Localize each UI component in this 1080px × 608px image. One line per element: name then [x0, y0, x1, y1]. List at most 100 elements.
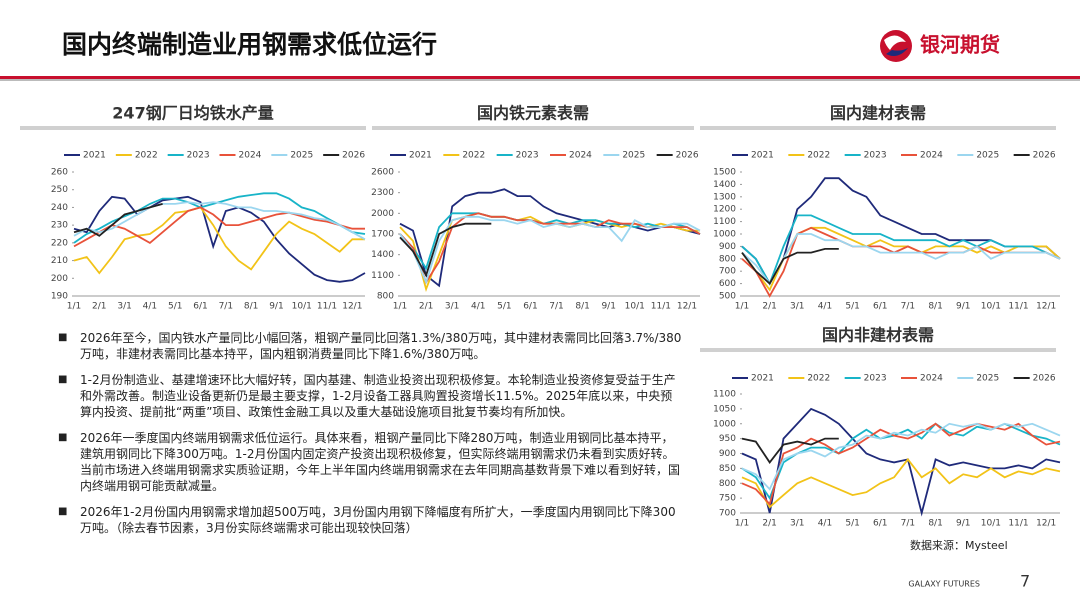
x-tick-label: 6/1 [873, 519, 887, 529]
y-tick-label: 210 [51, 256, 68, 266]
x-tick-label: 1/1 [67, 302, 81, 312]
x-tick-label: 8/1 [244, 302, 258, 312]
x-tick-label: 7/1 [901, 302, 915, 312]
panel-title-bg [372, 100, 694, 128]
x-tick-label: 5/1 [845, 519, 859, 529]
x-tick-label: 11/1 [1008, 302, 1028, 312]
legend-label: 2024 [569, 151, 592, 161]
panel-title-bg [700, 322, 1056, 350]
y-tick-label: 1000 [713, 230, 736, 240]
x-tick-label: 3/1 [790, 302, 804, 312]
legend-label: 2025 [976, 151, 999, 161]
x-tick-label: 12/1 [1036, 302, 1056, 312]
y-tick-label: 1400 [713, 180, 736, 190]
series-line [73, 206, 365, 248]
slide-title: 国内终端制造业用钢需求低位运行 [62, 30, 437, 59]
page-number: 7 [1020, 572, 1030, 591]
legend-label: 2023 [864, 151, 887, 161]
panel-title-rule [700, 126, 1056, 130]
x-tick-label: 3/1 [445, 302, 459, 312]
y-tick-label: 1700 [371, 230, 394, 240]
bullet: 2026年一季度国内终端用钢需求低位运行。具体来看，粗钢产量同比下降280万吨，… [58, 430, 683, 494]
legend-label: 2026 [1033, 151, 1056, 161]
series-line [73, 206, 365, 275]
x-tick-label: 10/1 [981, 519, 1001, 529]
y-tick-label: 1100 [713, 217, 736, 227]
x-tick-label: 4/1 [818, 302, 832, 312]
legend-label: 2026 [1033, 374, 1056, 384]
x-tick-label: 3/1 [117, 302, 131, 312]
series-line [399, 222, 492, 278]
x-tick-label: 11/1 [1008, 519, 1028, 529]
legend-label: 2021 [409, 151, 432, 161]
panel-title-bg [700, 100, 1056, 128]
x-tick-label: 6/1 [193, 302, 207, 312]
x-tick-label: 12/1 [1036, 519, 1056, 529]
x-tick-label: 4/1 [471, 302, 485, 312]
legend-label: 2025 [290, 151, 313, 161]
panel-title-rule [20, 126, 366, 130]
y-tick-label: 750 [719, 494, 736, 504]
x-tick-label: 2/1 [419, 302, 433, 312]
x-tick-label: 9/1 [601, 302, 615, 312]
x-tick-label: 7/1 [901, 519, 915, 529]
x-tick-label: 10/1 [625, 302, 645, 312]
y-tick-label: 600 [719, 279, 736, 289]
y-tick-label: 700 [719, 267, 736, 277]
x-tick-label: 9/1 [956, 519, 970, 529]
x-tick-label: 2/1 [762, 302, 776, 312]
bullet: 2026年至今，国内铁水产量同比小幅回落，粗钢产量同比回落1.3%/380万吨，… [58, 330, 683, 362]
bullet: 1-2月份制造业、基建增速环比大幅好转，国内基建、制造业投资出现积极修复。本轮制… [58, 372, 683, 420]
panel-title-rule [372, 126, 694, 130]
panel-title-rule [700, 348, 1056, 352]
x-tick-label: 10/1 [981, 302, 1001, 312]
x-tick-label: 12/1 [342, 302, 362, 312]
x-tick-label: 11/1 [317, 302, 337, 312]
y-tick-label: 250 [51, 185, 68, 195]
legend-label: 2021 [83, 151, 106, 161]
y-tick-label: 850 [719, 464, 736, 474]
y-tick-label: 260 [51, 168, 68, 178]
series-line [73, 195, 366, 283]
legend-label: 2024 [239, 151, 262, 161]
panel-title: 247钢厂日均铁水产量 [112, 104, 273, 123]
x-tick-label: 4/1 [143, 302, 157, 312]
y-tick-label: 200 [51, 274, 68, 284]
legend-label: 2024 [920, 151, 943, 161]
x-tick-label: 1/1 [393, 302, 407, 312]
legend-label: 2022 [135, 151, 158, 161]
y-tick-label: 1000 [713, 419, 736, 429]
series-line [741, 457, 1061, 509]
y-tick-label: 500 [719, 292, 736, 302]
series-line [741, 248, 839, 286]
x-tick-label: 7/1 [549, 302, 563, 312]
y-tick-label: 2600 [371, 168, 394, 178]
y-tick-label: 1500 [713, 168, 736, 178]
panel-title-bg [20, 100, 366, 128]
logo-text: 银河期货 [920, 33, 1000, 57]
series-line [73, 203, 163, 237]
x-tick-label: 2/1 [762, 519, 776, 529]
x-tick-label: 12/1 [677, 302, 697, 312]
legend-label: 2022 [807, 374, 830, 384]
y-tick-label: 2000 [371, 209, 394, 219]
x-tick-label: 8/1 [928, 302, 942, 312]
y-tick-label: 800 [719, 479, 736, 489]
x-tick-label: 11/1 [651, 302, 671, 312]
x-tick-label: 2/1 [92, 302, 106, 312]
source: 数据来源：Mysteel [910, 538, 1008, 552]
y-tick-label: 190 [51, 292, 68, 302]
y-tick-label: 800 [377, 292, 394, 302]
panel-title: 国内建材表需 [830, 104, 926, 123]
x-tick-label: 8/1 [575, 302, 589, 312]
x-tick-label: 5/1 [497, 302, 511, 312]
y-tick-label: 230 [51, 221, 68, 231]
series-line [399, 215, 701, 285]
y-tick-label: 700 [719, 509, 736, 519]
legend-label: 2022 [462, 151, 485, 161]
x-tick-label: 5/1 [845, 302, 859, 312]
x-tick-label: 5/1 [168, 302, 182, 312]
series-line [399, 188, 701, 288]
series-line [741, 233, 1061, 286]
